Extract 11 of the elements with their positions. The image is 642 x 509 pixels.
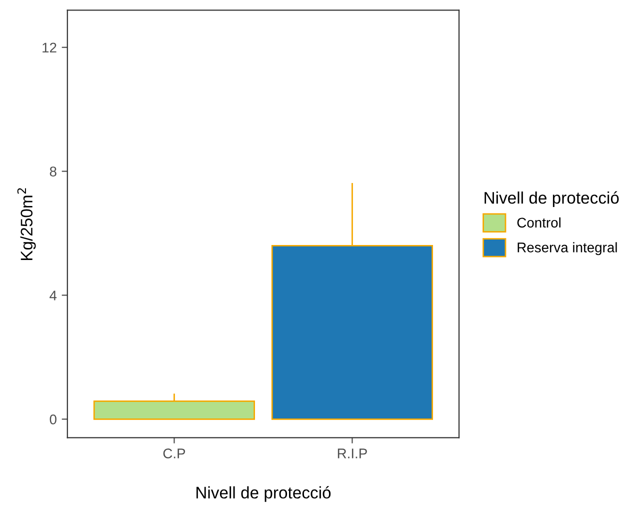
y-tick-label: 4 (50, 290, 57, 300)
x-tick-label: R.I.P (338, 448, 367, 458)
y-tick-label: 12 (42, 42, 56, 52)
legend-label: Reserva integral (518, 242, 617, 256)
y-tick-label: 0 (50, 414, 56, 424)
x-axis-title: Nivell de protecció (196, 486, 331, 502)
y-axis-title: Kg/250m$^{2}$ (17, 188, 36, 260)
y-tick-label: 8 (50, 166, 56, 176)
legend-label: Control (517, 217, 560, 228)
x-tick-label: C.P (163, 448, 186, 458)
legend-title: Nivell de protecció (484, 191, 619, 208)
